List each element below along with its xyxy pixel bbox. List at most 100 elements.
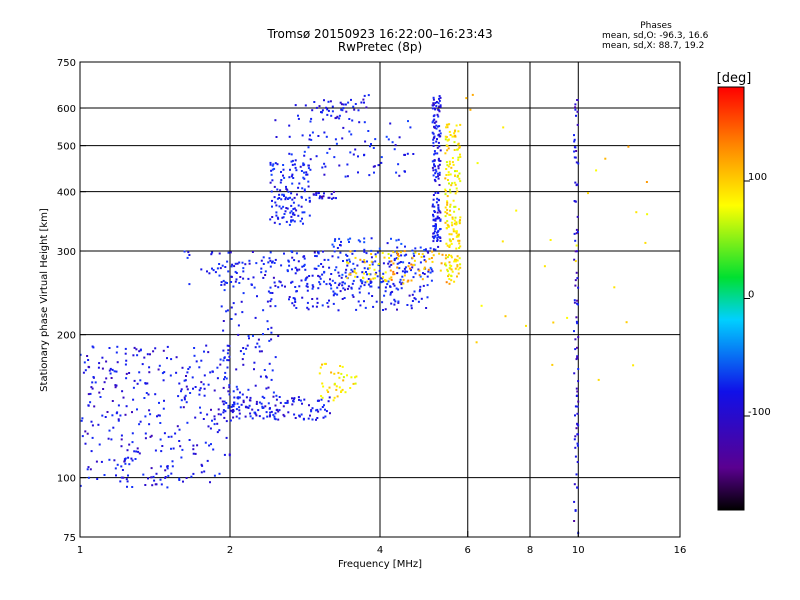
data-point bbox=[613, 286, 616, 289]
data-point bbox=[345, 110, 348, 113]
data-point bbox=[452, 228, 455, 231]
data-point bbox=[450, 279, 453, 282]
data-point bbox=[154, 347, 157, 350]
data-point bbox=[148, 366, 151, 369]
data-point bbox=[450, 265, 453, 267]
data-point bbox=[154, 449, 157, 452]
data-point bbox=[274, 284, 277, 287]
data-point bbox=[272, 391, 275, 394]
data-point bbox=[147, 477, 149, 480]
data-point bbox=[454, 192, 457, 195]
data-point bbox=[185, 477, 188, 479]
data-point bbox=[426, 296, 429, 299]
data-point bbox=[414, 247, 417, 250]
data-point bbox=[247, 335, 250, 337]
data-point bbox=[277, 410, 280, 413]
data-point bbox=[317, 410, 320, 413]
data-point bbox=[178, 477, 181, 480]
data-point bbox=[575, 473, 578, 476]
data-point bbox=[136, 382, 139, 385]
data-point bbox=[241, 311, 244, 314]
data-point bbox=[274, 418, 277, 421]
data-point bbox=[294, 272, 297, 275]
data-point bbox=[432, 119, 435, 122]
data-point bbox=[428, 257, 431, 260]
data-point bbox=[309, 414, 311, 417]
data-point bbox=[354, 275, 357, 278]
data-point bbox=[360, 101, 363, 104]
x-axis-label: Frequency [MHz] bbox=[338, 559, 422, 570]
data-point bbox=[297, 204, 300, 207]
data-point bbox=[295, 252, 298, 255]
data-point bbox=[397, 257, 399, 260]
data-point bbox=[219, 413, 222, 416]
data-point bbox=[167, 474, 170, 477]
data-point bbox=[312, 285, 315, 288]
data-point bbox=[333, 396, 336, 399]
data-point bbox=[200, 463, 203, 466]
data-point bbox=[396, 272, 399, 275]
data-point bbox=[288, 296, 291, 298]
data-point bbox=[192, 387, 194, 390]
data-point bbox=[152, 475, 155, 478]
data-point bbox=[105, 360, 108, 363]
data-point bbox=[234, 270, 237, 273]
data-point bbox=[400, 254, 403, 257]
data-point bbox=[194, 386, 197, 388]
data-point bbox=[279, 281, 282, 284]
data-point bbox=[200, 359, 203, 362]
data-point bbox=[265, 387, 268, 390]
data-point bbox=[190, 475, 193, 478]
data-point bbox=[370, 143, 372, 145]
data-point bbox=[359, 258, 362, 261]
data-point bbox=[574, 455, 577, 458]
data-point bbox=[274, 119, 277, 122]
data-point bbox=[108, 429, 111, 432]
data-point bbox=[293, 297, 296, 300]
data-point bbox=[449, 240, 452, 243]
y-tick-label: 750 bbox=[57, 58, 76, 69]
data-point bbox=[338, 376, 341, 379]
data-point bbox=[123, 460, 126, 463]
data-point bbox=[143, 356, 146, 359]
data-point bbox=[411, 266, 414, 269]
data-point bbox=[183, 379, 186, 382]
data-point bbox=[456, 148, 459, 151]
data-point bbox=[387, 138, 390, 141]
data-point bbox=[333, 382, 336, 385]
data-point bbox=[166, 357, 168, 360]
data-point bbox=[432, 174, 435, 177]
data-point bbox=[397, 300, 400, 303]
data-point bbox=[434, 102, 437, 105]
data-point bbox=[377, 262, 380, 265]
data-point bbox=[368, 264, 371, 267]
data-point bbox=[144, 382, 147, 385]
data-point bbox=[351, 294, 354, 297]
data-point bbox=[451, 182, 454, 185]
data-point bbox=[291, 403, 294, 406]
data-point bbox=[249, 412, 252, 415]
data-point bbox=[108, 369, 111, 372]
data-point bbox=[434, 218, 437, 221]
data-point bbox=[291, 280, 294, 283]
data-point bbox=[309, 134, 311, 137]
data-point bbox=[576, 123, 579, 126]
data-point bbox=[453, 149, 456, 151]
data-point bbox=[454, 258, 457, 261]
data-point bbox=[575, 161, 578, 164]
data-point bbox=[171, 460, 174, 463]
data-point bbox=[188, 439, 191, 441]
data-point bbox=[267, 290, 270, 293]
data-point bbox=[242, 277, 245, 280]
data-point bbox=[308, 138, 311, 141]
data-point bbox=[403, 274, 406, 277]
data-point bbox=[288, 124, 291, 127]
data-point bbox=[353, 108, 356, 111]
data-point bbox=[290, 250, 293, 253]
data-point bbox=[437, 141, 440, 144]
data-point bbox=[396, 262, 399, 265]
data-point bbox=[363, 259, 366, 261]
data-point bbox=[433, 163, 435, 166]
data-point bbox=[457, 130, 460, 133]
data-point bbox=[361, 271, 364, 274]
